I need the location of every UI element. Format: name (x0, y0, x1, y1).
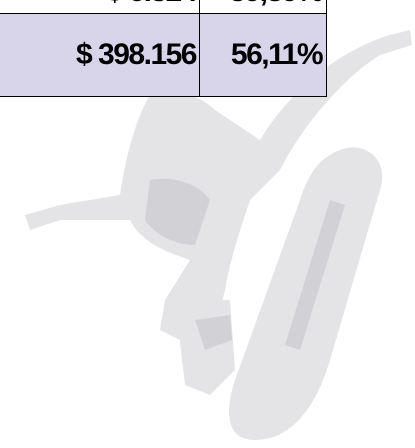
board-stripe (285, 200, 345, 350)
shading (145, 178, 345, 350)
shadow (195, 315, 232, 350)
table-cell: 56,11% (199, 13, 327, 97)
body-shape (25, 30, 412, 340)
table-cell: $ 6.324 (0, 0, 201, 14)
table-cell: 39,89% (199, 0, 327, 14)
table-cell: $ 398.156 (0, 13, 201, 97)
shadow (145, 178, 210, 245)
